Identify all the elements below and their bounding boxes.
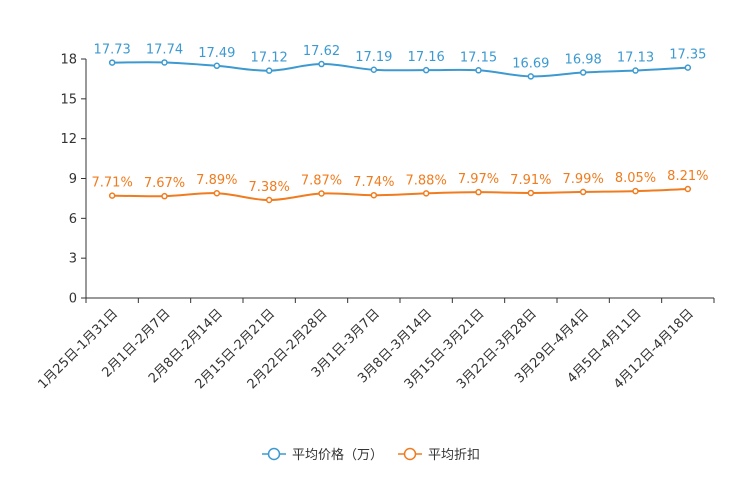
data-label: 16.98 <box>565 53 602 68</box>
data-label: 7.91% <box>510 173 551 188</box>
data-point[interactable] <box>422 190 430 197</box>
data-point[interactable] <box>161 59 168 66</box>
data-point[interactable] <box>213 62 221 70</box>
data-point[interactable] <box>475 188 482 196</box>
data-point[interactable] <box>213 189 221 197</box>
series-1: 7.71% 7.67% 7.89% 7.38% 7.87% 7.74% 7.88% 7.97%… <box>92 169 708 204</box>
axes: 03691215181月25日-1月31日2月1日-2月7日2月8日-2月14日… <box>35 53 715 392</box>
y-tick-label: 0 <box>69 292 77 307</box>
data-label: 8.05% <box>615 171 656 186</box>
data-label: 7.99% <box>563 172 604 187</box>
y-tick-label: 18 <box>60 53 77 68</box>
data-label: 17.74 <box>146 42 183 57</box>
data-label: 7.38% <box>249 180 290 195</box>
legend-label: 平均价格（万） <box>292 447 383 463</box>
data-point[interactable] <box>370 191 378 199</box>
y-tick-label: 3 <box>69 252 77 267</box>
legend-marker-icon <box>267 447 281 461</box>
data-label: 7.67% <box>144 176 185 191</box>
legend-item-0[interactable]: 平均价格（万） <box>262 447 383 463</box>
data-point[interactable] <box>579 69 587 76</box>
data-point[interactable] <box>370 66 378 74</box>
data-label: 17.16 <box>408 50 445 65</box>
data-label: 17.35 <box>669 48 706 63</box>
data-point[interactable] <box>684 185 692 193</box>
data-point[interactable] <box>108 192 116 199</box>
data-label: 17.19 <box>355 50 392 65</box>
series-line <box>112 61 688 78</box>
series-0: 17.73 17.74 17.49 17.12 17.62 17.19 17.16 17.15… <box>94 42 706 80</box>
data-point[interactable] <box>265 196 273 204</box>
data-label: 7.74% <box>353 175 394 190</box>
data-label: 7.87% <box>301 174 342 189</box>
data-point[interactable] <box>527 189 535 197</box>
data-label: 16.69 <box>512 56 549 71</box>
legend-item-1[interactable]: 平均折扣 <box>398 447 480 463</box>
data-label: 17.12 <box>251 51 288 66</box>
data-point[interactable] <box>265 67 273 74</box>
y-tick-label: 6 <box>69 212 77 227</box>
legend-label: 平均折扣 <box>428 448 480 463</box>
data-label: 7.89% <box>196 173 237 188</box>
legend: 平均价格（万） 平均折扣 <box>262 447 480 463</box>
data-point[interactable] <box>527 73 535 80</box>
data-point[interactable] <box>422 66 430 74</box>
data-label: 17.49 <box>198 46 235 61</box>
data-label: 17.13 <box>617 51 654 66</box>
y-tick-label: 12 <box>60 132 77 147</box>
data-point[interactable] <box>161 192 168 200</box>
data-point[interactable] <box>108 59 116 66</box>
data-point[interactable] <box>632 187 639 195</box>
legend-marker-icon <box>403 447 417 461</box>
data-point[interactable] <box>475 67 482 74</box>
y-tick-label: 15 <box>60 92 77 107</box>
data-point[interactable] <box>579 188 587 196</box>
series-layer: 17.73 17.74 17.49 17.12 17.62 17.19 17.16 17.15… <box>92 42 708 204</box>
data-point[interactable] <box>632 67 639 74</box>
data-label: 7.88% <box>406 173 447 188</box>
data-label: 8.21% <box>667 169 708 184</box>
y-tick-label: 9 <box>69 172 77 187</box>
data-label: 7.71% <box>92 176 133 191</box>
data-point[interactable] <box>318 190 325 197</box>
data-label: 17.15 <box>460 50 497 65</box>
series-line <box>112 187 688 202</box>
data-label: 17.73 <box>94 43 131 58</box>
data-label: 17.62 <box>303 44 340 59</box>
data-label: 7.97% <box>458 172 499 187</box>
data-point[interactable] <box>318 60 325 68</box>
data-point[interactable] <box>684 64 692 71</box>
